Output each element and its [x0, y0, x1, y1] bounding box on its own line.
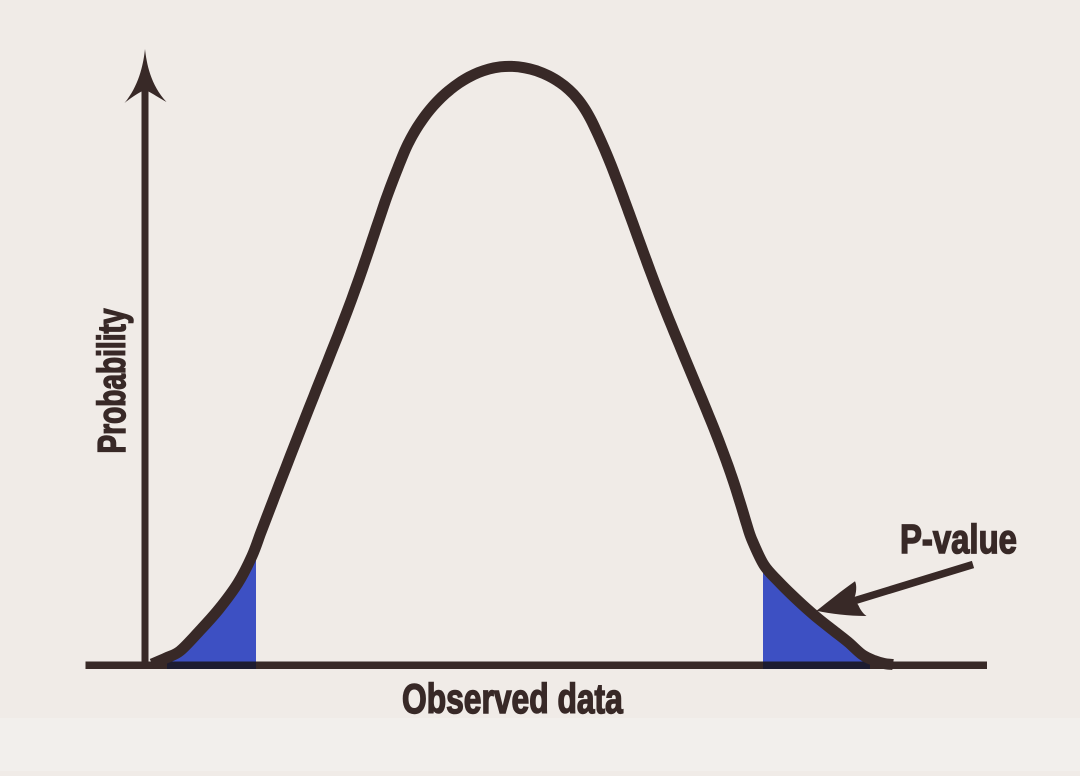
svg-text:Observed data: Observed data — [402, 675, 623, 722]
svg-text:P-value: P-value — [900, 517, 1017, 562]
svg-text:Probability: Probability — [92, 308, 134, 453]
